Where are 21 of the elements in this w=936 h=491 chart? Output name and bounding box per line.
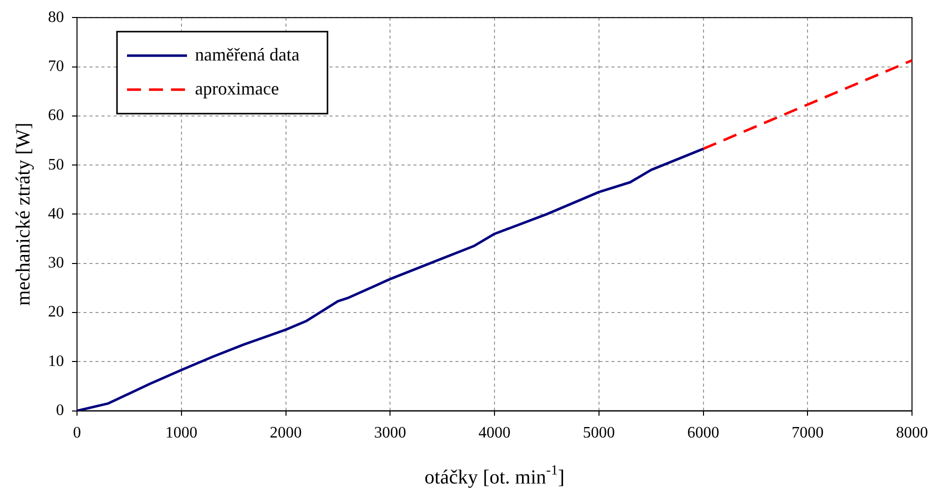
x-tick-label: 7000	[792, 424, 824, 442]
y-tick-label: 70	[48, 58, 64, 75]
y-tick-label: 30	[48, 254, 64, 272]
x-tick-label: 2000	[270, 424, 302, 442]
y-tick-label: 0	[56, 402, 64, 420]
legend-label: aproximace	[195, 78, 279, 98]
x-tick-label: 0	[73, 424, 81, 442]
x-tick-label: 6000	[687, 424, 720, 442]
x-tick-label: 8000	[896, 424, 928, 442]
legend-label: naměřená data	[195, 44, 300, 64]
y-axis-title: mechanické ztráty [W]	[12, 122, 34, 306]
y-tick-label: 20	[48, 304, 64, 321]
x-tick-label: 4000	[478, 424, 510, 442]
x-tick-label: 3000	[374, 424, 406, 442]
y-tick-label: 10	[48, 352, 64, 370]
x-tick-label: 5000	[582, 424, 615, 442]
y-tick-label: 60	[48, 107, 64, 124]
y-tick-label: 50	[48, 156, 64, 174]
y-tick-label: 80	[48, 8, 64, 26]
y-tick-label: 40	[48, 205, 64, 222]
x-tick-label: 1000	[165, 424, 198, 442]
